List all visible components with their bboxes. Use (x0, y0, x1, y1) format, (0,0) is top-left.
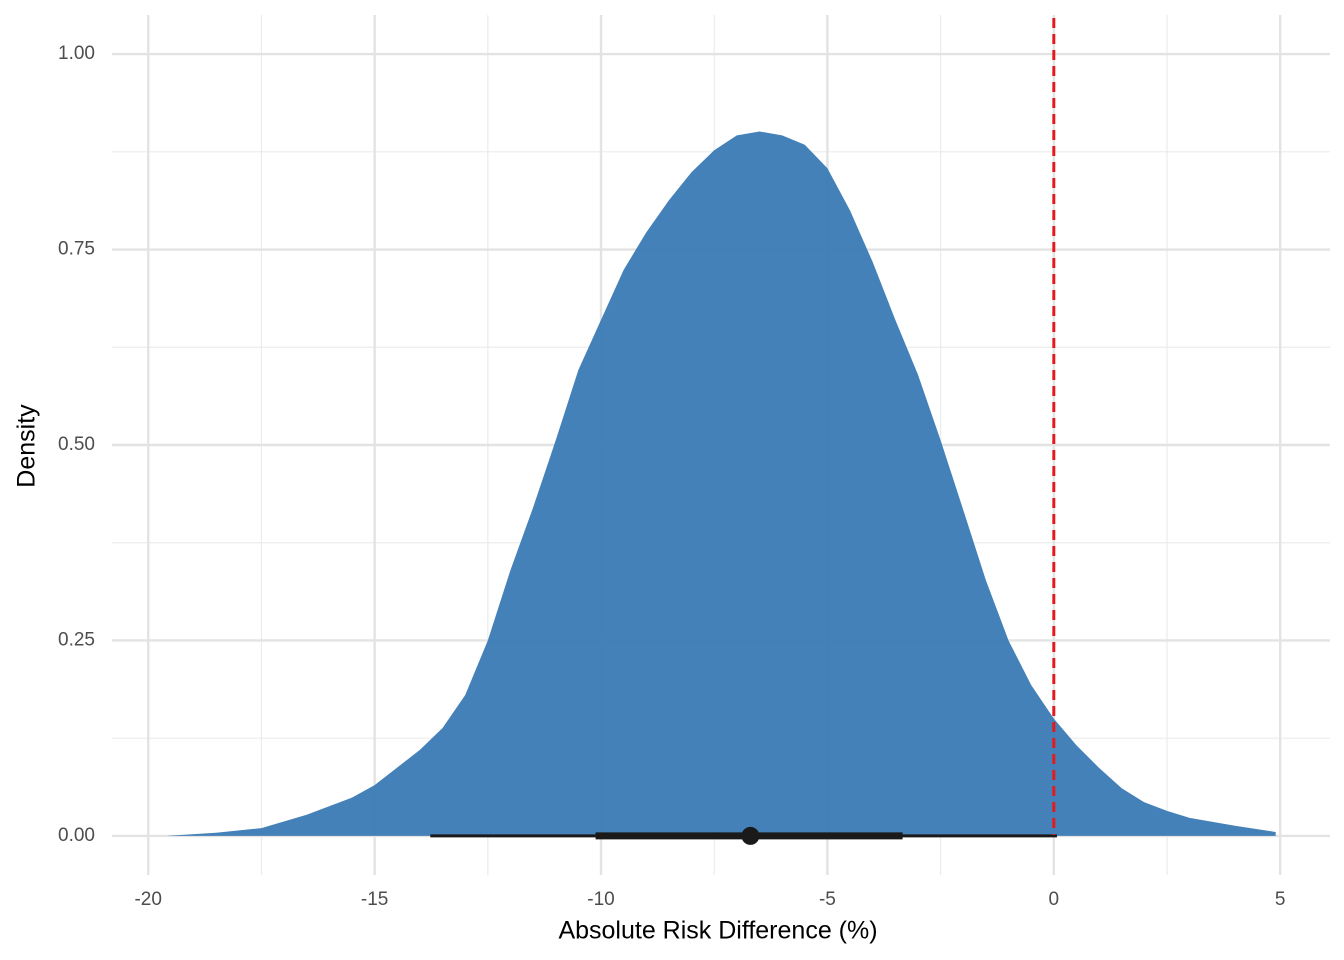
y-tick-label: 0.00 (58, 825, 95, 846)
y-tick-label: 0.25 (58, 629, 95, 650)
y-tick-label: 0.75 (58, 239, 95, 260)
x-axis-title: Absolute Risk Difference (%) (558, 917, 877, 945)
y-axis-title: Density (13, 404, 41, 488)
x-tick-label: 5 (1275, 889, 1286, 910)
density-area (166, 131, 1276, 836)
x-tick-label: -5 (819, 889, 836, 910)
x-tick-label: -15 (361, 889, 388, 910)
y-tick-label: 1.00 (58, 43, 95, 64)
x-tick-label: -10 (587, 889, 614, 910)
point-estimate (741, 826, 760, 845)
x-tick-label: 0 (1049, 889, 1060, 910)
y-tick-label: 0.50 (58, 434, 95, 455)
x-tick-label: -20 (134, 889, 161, 910)
